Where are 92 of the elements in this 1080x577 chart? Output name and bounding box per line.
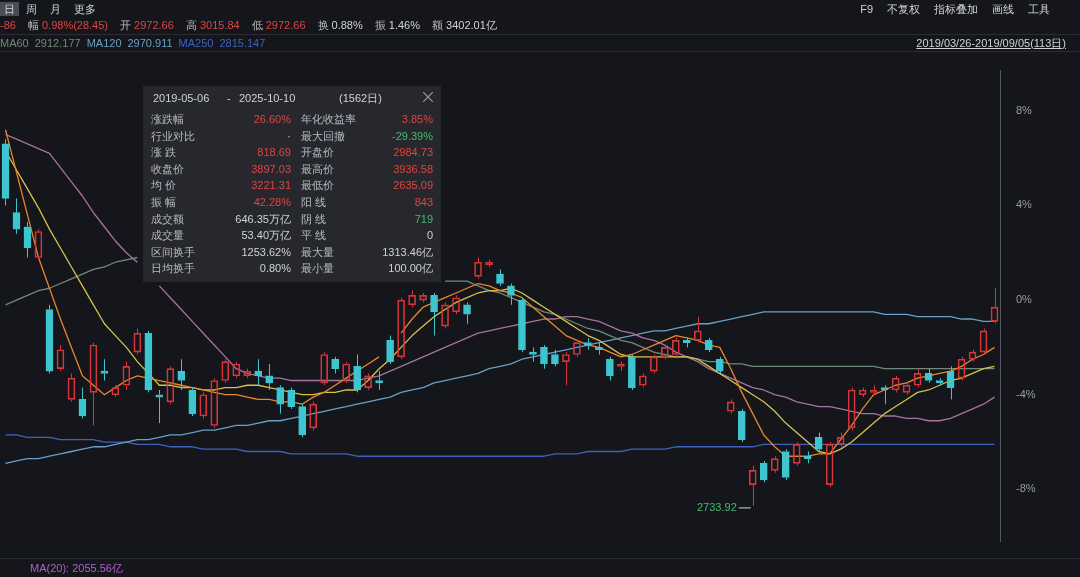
annotation: 3897.03 <box>251 161 291 176</box>
text: 振 1.46% <box>374 19 421 31</box>
annotation: 行业对比 <box>151 128 195 143</box>
y-tick-label: -4% <box>1016 387 1036 400</box>
candlestick <box>375 370 383 391</box>
text: 低 2972.66 <box>251 19 306 31</box>
annotation: 0 <box>426 228 433 243</box>
annotation: 818.69 <box>257 145 291 160</box>
annotation: 成交量 <box>151 228 184 243</box>
text: 指标叠加 <box>934 2 978 16</box>
annotation: 涨跌幅 <box>151 112 184 126</box>
annotation: 3221.31 <box>251 178 291 193</box>
annotation: 2733.92 <box>696 500 737 513</box>
annotation: 最高价 <box>301 161 334 176</box>
text: 更多 <box>74 2 96 16</box>
annotation: 646.35万亿 <box>235 211 291 226</box>
text: 日 <box>0 2 19 16</box>
text: 2912.177 <box>34 36 81 50</box>
text: 高 3015.84 <box>185 19 240 31</box>
text: 2815.147 <box>219 36 266 50</box>
annotation: 成交额 <box>151 211 184 226</box>
annotation: 开盘价 <box>301 145 334 160</box>
annotation: 26.60% <box>253 112 291 126</box>
annotation: 阴 线 <box>301 211 327 226</box>
annotation: 843 <box>414 195 433 209</box>
candlestick <box>628 354 636 391</box>
candlestick <box>540 344 548 370</box>
annotation: 最小量 <box>301 261 334 276</box>
candlestick <box>584 337 592 351</box>
text: 周 <box>26 2 37 16</box>
y-tick-label: 4% <box>1016 198 1033 211</box>
annotation: 均 价 <box>151 178 177 193</box>
annotation: 1253.62% <box>241 244 291 259</box>
candlestick <box>353 354 361 393</box>
annotation: -29.39% <box>392 128 433 143</box>
annotation: 53.40万亿 <box>241 228 291 243</box>
candlestick <box>177 358 186 391</box>
text: 2970.911 <box>127 36 173 50</box>
text: 不复权 <box>887 2 920 16</box>
annotation: 3936.58 <box>393 161 433 176</box>
y-tick-label: -8% <box>1016 482 1036 495</box>
annotation: 年化收益率 <box>301 112 356 126</box>
annotation: 最大回撤 <box>301 128 345 143</box>
candlestick <box>298 403 307 438</box>
annotation: 719 <box>414 211 433 226</box>
annotation: 振 幅 <box>151 195 177 209</box>
text: MA60 <box>0 36 29 50</box>
candlestick <box>803 451 812 464</box>
y-tick-label: 8% <box>1016 103 1033 116</box>
text: 画线 <box>992 2 1014 16</box>
text: 额 3402.01亿 <box>432 19 497 31</box>
candlestick <box>463 301 471 325</box>
text: -86 <box>0 18 16 32</box>
candlestick <box>529 346 537 363</box>
candlestick <box>430 292 438 337</box>
text: 月 <box>50 2 61 16</box>
annotation: 3.85% <box>401 112 433 126</box>
annotation: 涨 跌 <box>151 145 177 160</box>
annotation: 日均换手 <box>151 261 195 276</box>
annotation: 2984.73 <box>393 145 433 160</box>
candlestick <box>254 358 263 386</box>
annotation: 2019-05-06 <box>153 91 210 105</box>
candlestick <box>606 356 614 382</box>
annotation: 1313.46亿 <box>382 244 433 259</box>
text: MA(20): 2055.56亿 <box>30 561 123 575</box>
text: 工具 <box>1028 2 1050 16</box>
annotation: - <box>227 91 231 105</box>
candlestick <box>507 283 515 306</box>
annotation: 最大量 <box>301 244 334 259</box>
y-tick-label: 0% <box>1016 293 1033 306</box>
text: MA120 <box>86 36 122 50</box>
text: 幅 0.98%(28.45) <box>27 19 109 31</box>
text: 2019/03/26-2019/09/05(113日) <box>916 36 1066 50</box>
annotation: (1562日) <box>339 91 382 105</box>
annotation: 区间换手 <box>151 244 195 259</box>
candlestick <box>496 268 504 287</box>
annotation: 阳 线 <box>301 195 327 209</box>
annotation: 0.80% <box>259 261 291 276</box>
annotation: 最低价 <box>301 178 334 193</box>
annotation: · <box>287 128 291 143</box>
annotation: 42.28% <box>253 195 291 209</box>
candlestick <box>276 384 285 415</box>
text: 开 2972.66 <box>120 19 174 31</box>
text: MA250 <box>178 36 214 50</box>
text: F9 <box>860 2 873 16</box>
annotation: 100.00亿 <box>388 261 433 276</box>
annotation: 平 线 <box>301 228 327 243</box>
text: 换 0.88% <box>317 19 363 31</box>
annotation: 2635.09 <box>393 178 433 193</box>
candlestick <box>265 363 274 391</box>
annotation: 收盘价 <box>151 161 184 176</box>
annotation: 2025-10-10 <box>239 91 296 105</box>
